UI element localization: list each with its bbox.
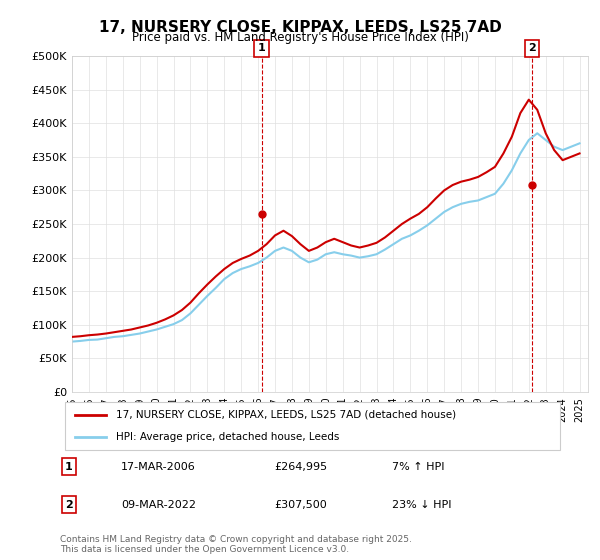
Text: 2: 2	[528, 43, 536, 53]
Text: 23% ↓ HPI: 23% ↓ HPI	[392, 500, 451, 510]
Text: £264,995: £264,995	[274, 461, 328, 472]
Text: £307,500: £307,500	[274, 500, 327, 510]
FancyBboxPatch shape	[65, 402, 560, 450]
Text: Price paid vs. HM Land Registry's House Price Index (HPI): Price paid vs. HM Land Registry's House …	[131, 31, 469, 44]
Text: 1: 1	[258, 43, 266, 53]
Text: 7% ↑ HPI: 7% ↑ HPI	[392, 461, 444, 472]
Text: 09-MAR-2022: 09-MAR-2022	[121, 500, 196, 510]
Text: 2: 2	[65, 500, 73, 510]
Text: 17, NURSERY CLOSE, KIPPAX, LEEDS, LS25 7AD: 17, NURSERY CLOSE, KIPPAX, LEEDS, LS25 7…	[98, 20, 502, 35]
Text: HPI: Average price, detached house, Leeds: HPI: Average price, detached house, Leed…	[116, 432, 340, 442]
Text: 1: 1	[65, 461, 73, 472]
Text: 17-MAR-2006: 17-MAR-2006	[121, 461, 196, 472]
Text: 17, NURSERY CLOSE, KIPPAX, LEEDS, LS25 7AD (detached house): 17, NURSERY CLOSE, KIPPAX, LEEDS, LS25 7…	[116, 409, 456, 419]
Text: Contains HM Land Registry data © Crown copyright and database right 2025.
This d: Contains HM Land Registry data © Crown c…	[60, 535, 412, 554]
